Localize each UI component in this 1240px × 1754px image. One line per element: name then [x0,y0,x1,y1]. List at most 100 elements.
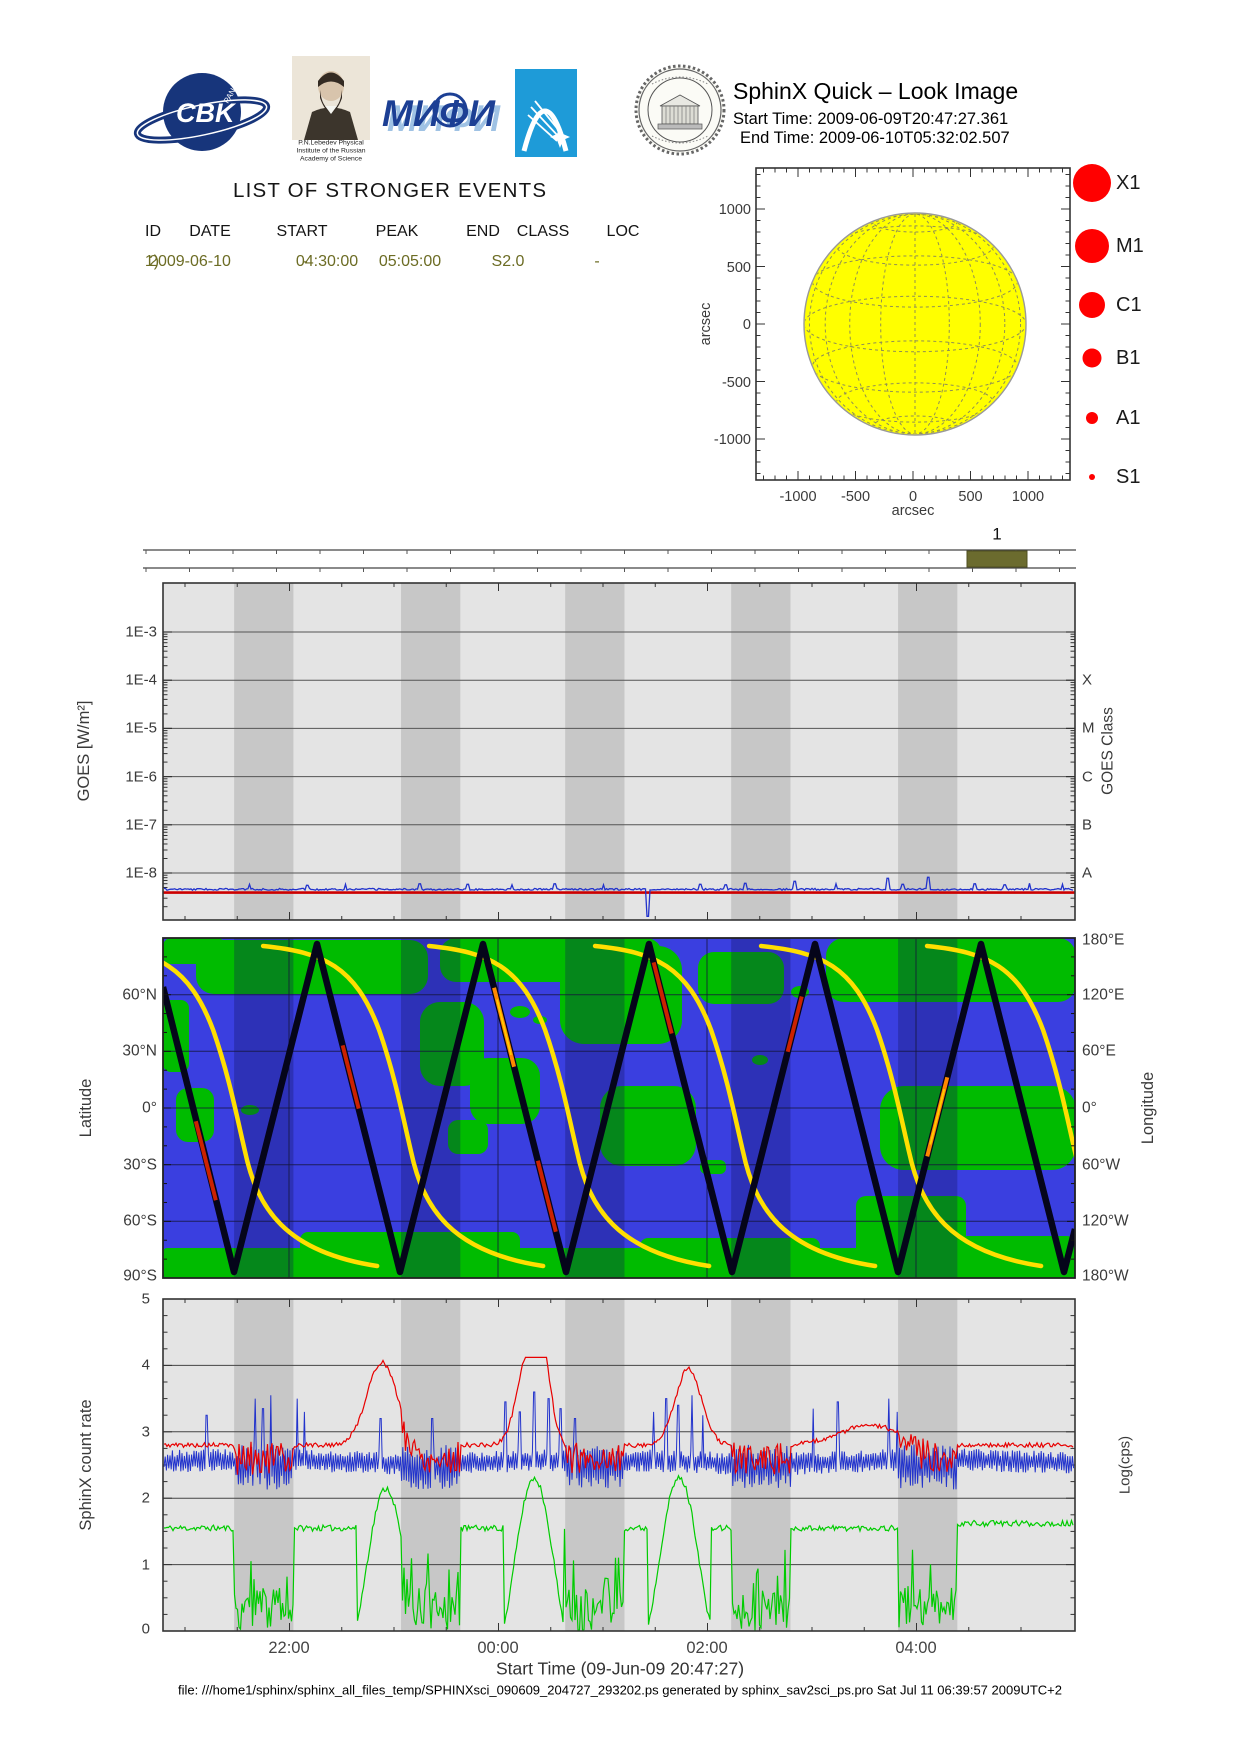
longitude-tick: 0° [1082,1099,1097,1117]
goes-class-letter: M [1082,719,1095,737]
event-timeline [143,549,1076,572]
flare-legend-label: S1 [1116,466,1141,488]
goes-yaxis-label: GOES [W/m²] [74,700,93,802]
end-time-text: End Time: 2009-06-10T05:32:02.507 [740,129,1010,147]
rate-red-trace [163,1356,1074,1475]
goes-ytick: 1E-7 [125,816,157,834]
longitude-curve [260,943,546,1269]
longitude-tick: 60°E [1082,1042,1116,1060]
arch-comet-logo [515,69,577,157]
goes-ytick: 1E-3 [125,623,157,641]
sun-ytick: 0 [742,316,751,333]
land-mass [600,1086,696,1166]
sun-xtick: 500 [958,489,983,505]
lebedev-caption-line1: P.N.Lebedev Physical [298,139,364,147]
sun-xtick: -1000 [779,489,817,505]
event-row-cell: - [302,253,308,270]
goes-class-letter: A [1082,864,1093,882]
sun-xtick: -500 [840,489,871,505]
goes-class-letter: B [1082,816,1093,834]
goes-ytick: 1E-8 [125,864,157,882]
sun-ytick: 500 [726,259,751,276]
event-row-cell: S2.0 [491,253,525,270]
track-hot-segment [785,996,804,1053]
flare-legend-label: B1 [1116,347,1141,369]
start-time-text: Start Time: 2009-06-09T20:47:27.361 [733,110,1009,128]
sun-xtick: 0 [908,489,918,505]
land-mass [470,1058,540,1124]
goes-ytick: 1E-5 [125,719,157,737]
sun-ytick: -500 [721,374,751,391]
land-mass [420,1002,484,1086]
eclipse-band [565,583,625,920]
events-col-header: ID [145,223,161,240]
track-hot-segment [340,1044,361,1110]
track-hot-segment [193,1120,218,1201]
events-col-header: START [276,223,328,240]
events-col-header: END [466,223,500,240]
eclipse-band [898,583,958,920]
latitude-tick: 60°N [122,985,157,1003]
longitude-curve [163,960,380,1269]
land-mass [448,1120,488,1154]
longitude-tick: 60°W [1082,1155,1121,1173]
latitude-tick: 30°N [122,1042,157,1060]
events-list-title: LIST OF STRONGER EVENTS [233,179,548,202]
longitude-tick: 120°W [1082,1212,1129,1230]
land-mass [698,952,784,1004]
goes-plot [162,582,1076,921]
track-hot-segment [535,1160,558,1233]
land-mass [826,938,1075,1002]
track-hot-segment [651,961,674,1034]
rate-ytick: 3 [141,1423,150,1441]
longitude-curve [426,943,712,1269]
longitude-tick: 120°E [1082,985,1125,1003]
goes-class-letter: C [1082,768,1093,786]
rate-xtick: 00:00 [477,1639,519,1657]
flare-size-dot [1079,292,1105,318]
longitude-tick: 180°E [1082,931,1125,949]
event-row-cell: - [594,253,600,270]
longitude-curve [924,943,1075,1162]
ground-track-map [162,937,1076,1279]
flare-size-dot [1082,348,1102,368]
rate-ytick: 1 [141,1556,150,1574]
timeline-event-box [966,550,1028,568]
event-row-cell: 2009-06-10 [149,253,231,270]
flare-legend-label: C1 [1116,294,1142,316]
solar-disk-plot [755,167,1071,481]
rate-ytick: 0 [141,1620,150,1638]
latitude-tick: 30°S [123,1155,157,1173]
flare-size-dot [1075,229,1109,263]
rate-xtick: 04:00 [895,1639,937,1657]
events-col-header: DATE [189,223,231,240]
longitude-axis-label: Longitude [1138,1071,1157,1145]
latitude-tick: 0° [142,1099,157,1117]
flare-size-dot [1073,164,1111,202]
longitude-curve [592,943,878,1269]
timeline-event-number: 1 [992,524,1002,544]
flare-legend-label: A1 [1116,407,1141,429]
eclipse-band [234,583,294,920]
land-mass [960,1236,1075,1278]
events-col-header: CLASS [516,223,570,240]
events-col-header: PEAK [375,223,419,240]
goes-class-letter: X [1082,671,1093,689]
sun-xaxis-label: arcsec [891,502,935,519]
rate-yaxis-label: SphinX count rate [76,1399,95,1531]
longitude-tick: 180°W [1082,1267,1129,1285]
rate-xtick: 22:00 [268,1639,310,1657]
latitude-tick: 90°S [123,1267,157,1285]
lebedev-caption-line3: Academy of Science [300,155,362,163]
rate-xaxis-label: Start Time (09-Jun-09 20:47:27) [495,1658,745,1679]
rate-ytick: 5 [141,1290,150,1308]
flare-size-legend [1073,164,1111,480]
lebedev-portrait-logo [292,56,370,140]
event-row-cell: 05:05:00 [378,253,442,270]
sun-yaxis-label: arcsec [697,302,714,346]
count-rate-plot [162,1298,1076,1632]
flare-size-dot [1086,412,1098,424]
latitude-axis-label: Latitude [76,1078,95,1138]
